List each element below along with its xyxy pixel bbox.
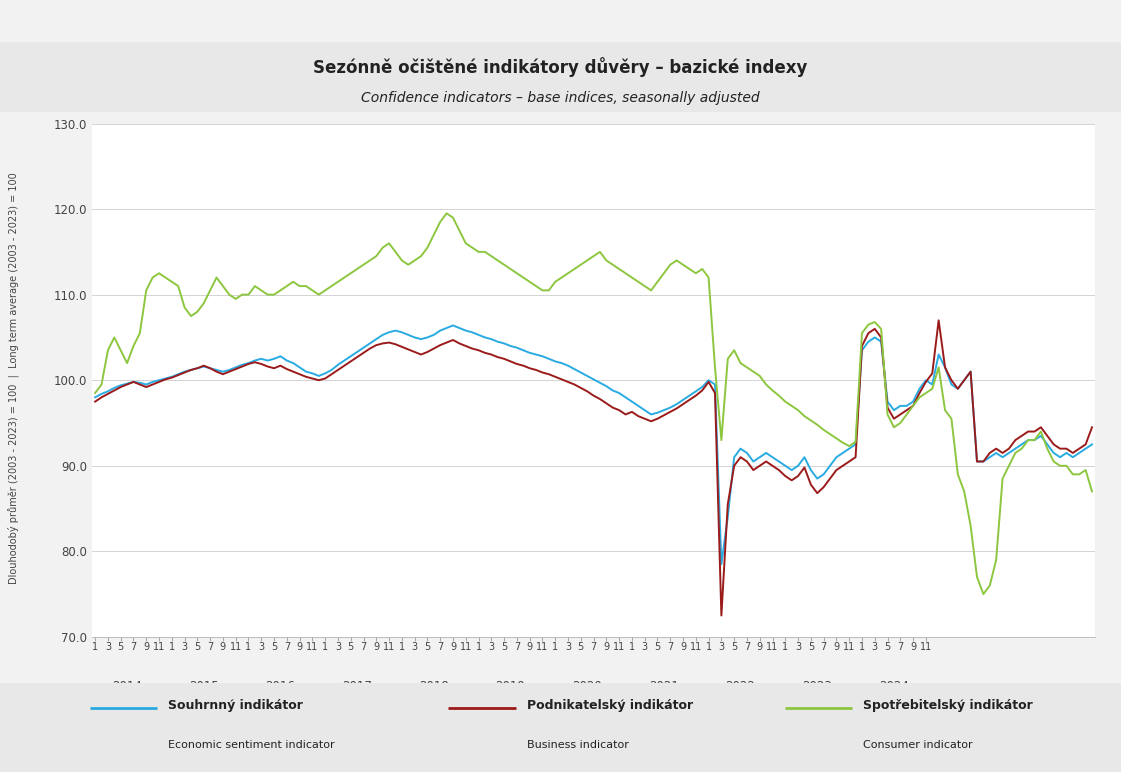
Text: Business indicator: Business indicator <box>527 740 629 750</box>
Text: 2019: 2019 <box>495 679 526 692</box>
Text: Podnikatelský indikátor: Podnikatelský indikátor <box>527 699 693 712</box>
Text: Dlouhodobý průměr (2003 - 2023) = 100  |  Long term average (2003 - 2023) = 100: Dlouhodobý průměr (2003 - 2023) = 100 | … <box>8 172 19 584</box>
Text: Spotřebitelský indikátor: Spotřebitelský indikátor <box>863 699 1032 712</box>
Text: 2022: 2022 <box>725 679 756 692</box>
Text: 2024: 2024 <box>879 679 909 692</box>
Text: 2020: 2020 <box>573 679 602 692</box>
Text: 2016: 2016 <box>266 679 295 692</box>
Text: 2017: 2017 <box>342 679 372 692</box>
Text: 2023: 2023 <box>803 679 832 692</box>
Text: Consumer indicator: Consumer indicator <box>863 740 973 750</box>
Text: Confidence indicators – base indices, seasonally adjusted: Confidence indicators – base indices, se… <box>361 91 760 105</box>
Text: 2018: 2018 <box>419 679 448 692</box>
Text: 2021: 2021 <box>649 679 679 692</box>
Text: 2014: 2014 <box>112 679 142 692</box>
Text: Economic sentiment indicator: Economic sentiment indicator <box>168 740 335 750</box>
Text: Sezónně očištěné indikátory důvěry – bazické indexy: Sezónně očištěné indikátory důvěry – baz… <box>313 57 808 76</box>
Text: Souhrnný indikátor: Souhrnný indikátor <box>168 699 303 712</box>
Text: 2015: 2015 <box>188 679 219 692</box>
